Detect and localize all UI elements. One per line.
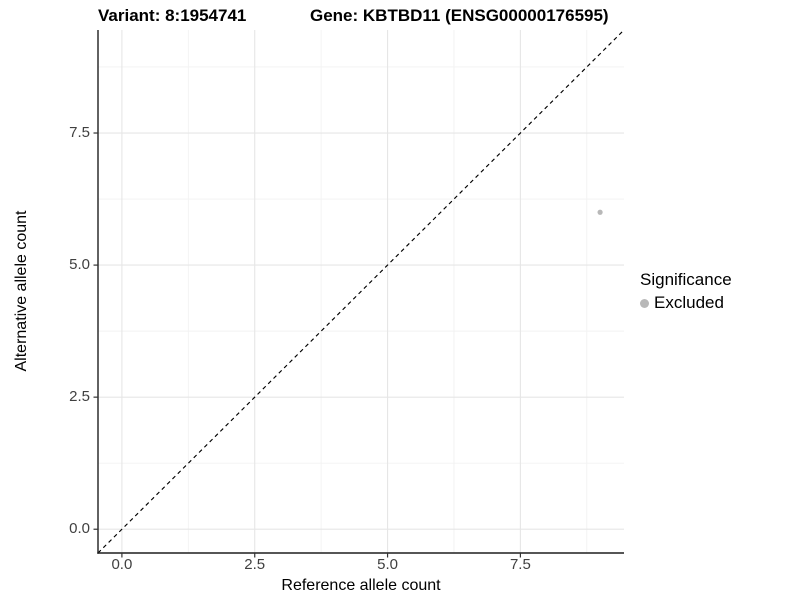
legend-entry-label: Excluded — [654, 293, 724, 312]
x-tick-label: 0.0 — [111, 556, 133, 573]
y-tick-label: 0.0 — [69, 520, 90, 538]
x-tick-label: 7.5 — [509, 556, 531, 573]
identity-reference-line — [97, 29, 625, 554]
plot-title-gene: Gene: KBTBD11 (ENSG00000176595) — [310, 6, 609, 25]
legend-title: Significance — [640, 270, 732, 289]
plot-title-variant: Variant: 8:1954741 — [98, 6, 247, 25]
y-tick-label: 5.0 — [69, 256, 90, 274]
x-tick-label: 5.0 — [377, 556, 398, 573]
y-axis-title: Alternative allele count — [13, 210, 30, 372]
x-tick-label: 2.5 — [244, 556, 266, 573]
data-point — [597, 209, 603, 215]
y-tick-label: 2.5 — [69, 388, 90, 406]
y-tick-label: 7.5 — [69, 124, 90, 141]
legend: Significance Excluded — [640, 270, 732, 313]
x-axis-title: Reference allele count — [281, 577, 441, 594]
legend-key-dot-icon — [640, 298, 649, 308]
legend-entry-excluded: Excluded — [640, 293, 732, 313]
